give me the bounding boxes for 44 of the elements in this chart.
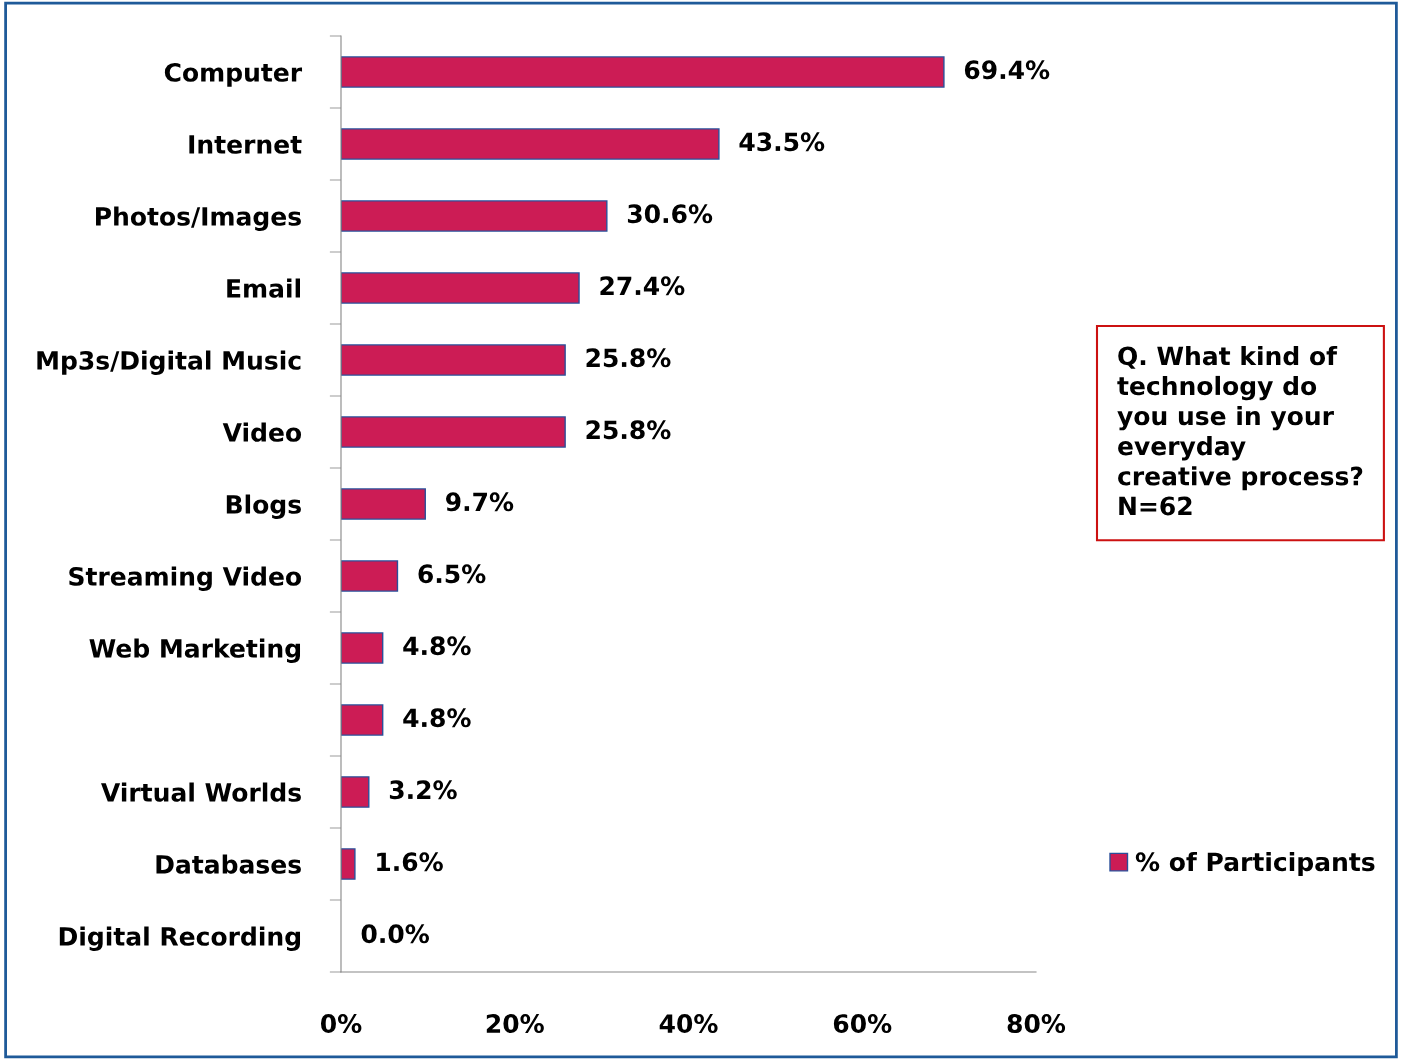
y-tick-label: Virtual Worlds	[101, 782, 301, 802]
y-tick-label: Digital Recording	[59, 926, 301, 951]
data-label: 30.6%	[627, 204, 713, 224]
x-tick-label: 80%	[1007, 1014, 1066, 1034]
data-label: 1.6%	[377, 852, 443, 872]
y-tick-label: Email	[227, 278, 301, 298]
data-label: 27.4%	[600, 276, 685, 296]
data-label: 25.8%	[586, 420, 671, 440]
x-tick-label: 60%	[833, 1014, 892, 1034]
x-tick-label: 0%	[320, 1014, 362, 1034]
bar	[341, 416, 566, 448]
text: Q. What kind of technology do you use in your everyday creative process? N=62	[1117, 346, 1363, 516]
bar	[341, 272, 580, 304]
y-tick-label: Streaming Video	[69, 566, 302, 591]
data-label: 6.5%	[418, 564, 486, 584]
data-label: 69.4%	[964, 60, 1050, 80]
bar	[341, 200, 608, 232]
y-tick-label: Photos/Images	[96, 206, 301, 231]
data-label: 3.2%	[389, 780, 457, 800]
x-tick-label: 40%	[659, 1014, 718, 1034]
data-label: 4.8%	[403, 636, 471, 656]
bar	[341, 704, 384, 736]
data-label: 25.8%	[586, 348, 671, 368]
y-tick-label: Internet	[189, 135, 302, 154]
data-label: 43.5%	[739, 132, 825, 152]
legend-label: % of Participants	[1135, 851, 1375, 877]
y-tick-label: Computer	[164, 62, 303, 87]
bar	[341, 488, 426, 520]
y-tick-label: Web Marketing	[89, 638, 301, 663]
data-label: 4.8%	[403, 708, 471, 728]
data-label: 9.7%	[446, 492, 514, 512]
bar	[341, 848, 356, 880]
y-tick-label: Blogs	[226, 494, 301, 519]
y-tick-label: Video	[222, 422, 302, 442]
x-tick-label: 20%	[486, 1014, 544, 1034]
bar	[341, 344, 566, 376]
data-label: 0.0%	[361, 924, 429, 944]
bar	[341, 56, 945, 88]
bar	[341, 632, 384, 664]
bar	[341, 560, 399, 592]
y-tick-label: Mp3s/Digital Music	[37, 350, 301, 375]
bar	[341, 776, 370, 808]
y-tick-label: Databases	[156, 854, 301, 874]
bar	[341, 128, 720, 160]
